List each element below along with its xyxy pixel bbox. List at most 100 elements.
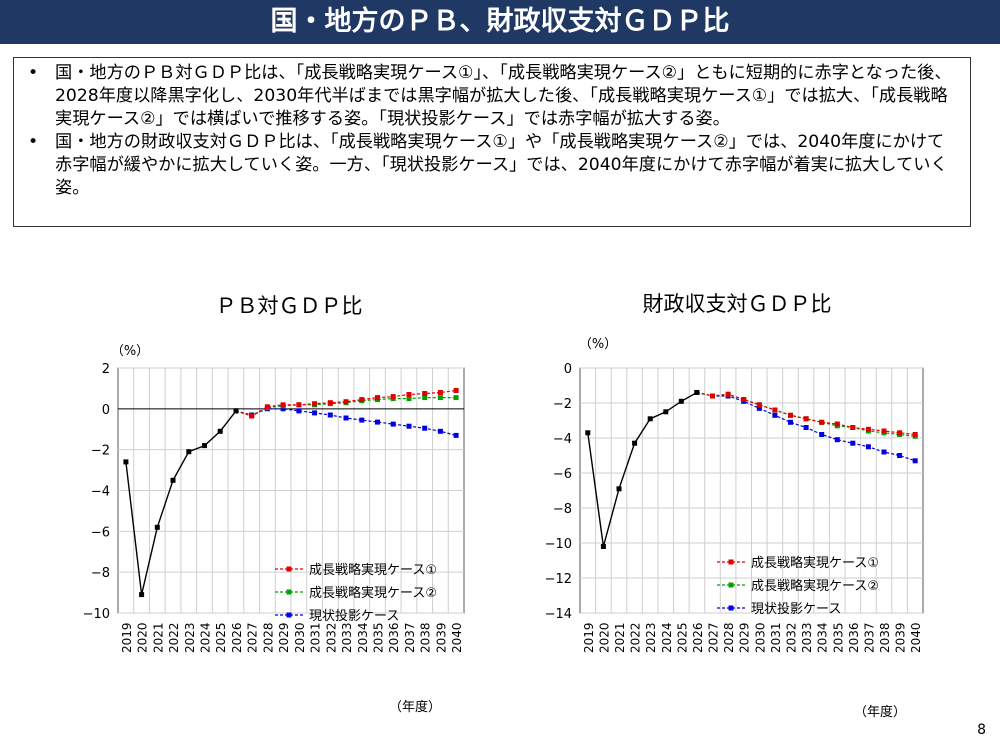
y-axis-label: （%） — [111, 344, 149, 359]
data-point — [881, 449, 887, 455]
x-tick-label: 2021 — [151, 622, 165, 653]
x-tick-label: 2031 — [309, 622, 323, 653]
x-tick-label: 2030 — [753, 622, 767, 653]
summary-item: • 国・地方の財政収支対ＧＤＰ比は、「成長戦略実現ケース①」や「成長戦略実現ケー… — [24, 131, 958, 200]
data-point — [850, 440, 856, 446]
data-point — [437, 395, 443, 401]
data-point — [343, 415, 349, 421]
data-point — [406, 396, 412, 402]
x-tick-label: 2032 — [784, 622, 798, 653]
data-point — [725, 391, 731, 397]
x-tick-label: 2025 — [675, 622, 689, 653]
legend-marker — [286, 566, 292, 572]
y-tick-label: −2 — [553, 397, 572, 412]
legend-marker — [286, 612, 292, 618]
x-tick-label: 2034 — [816, 622, 830, 653]
legend-label: 成長戦略実現ケース② — [751, 578, 879, 594]
data-point — [154, 524, 160, 530]
x-tick-label: 2022 — [629, 622, 643, 653]
data-point — [865, 426, 871, 432]
data-point — [406, 423, 412, 429]
x-tick-label: 2030 — [293, 622, 307, 653]
data-point — [453, 388, 459, 393]
data-point — [647, 416, 653, 422]
data-point — [803, 425, 809, 430]
data-point — [217, 428, 223, 434]
y-axis-label: （%） — [579, 337, 617, 352]
page-number: 8 — [977, 722, 986, 738]
data-point — [772, 412, 778, 418]
legend-label: 成長戦略実現ケース② — [309, 585, 437, 601]
x-tick-label: 2027 — [246, 622, 260, 653]
bullet-icon: • — [28, 63, 39, 83]
summary-item: • 国・地方のＰＢ対ＧＤＰ比は、「成長戦略実現ケース①」、「成長戦略実現ケース②… — [24, 62, 958, 131]
x-tick-label: 2021 — [613, 622, 627, 653]
legend-label: 現状投影ケース — [309, 608, 399, 624]
x-tick-label: 2022 — [167, 622, 181, 653]
x-tick-label: 2024 — [660, 622, 674, 653]
series-line-history — [587, 391, 698, 547]
data-point — [359, 397, 365, 403]
data-point — [788, 419, 793, 425]
x-tick-label: 2020 — [136, 622, 150, 653]
x-tick-label: 2040 — [450, 622, 464, 653]
data-point — [312, 401, 318, 407]
data-point — [834, 421, 840, 427]
data-point — [233, 408, 239, 414]
summary-text: 国・地方の財政収支対ＧＤＰ比は、「成長戦略実現ケース①」や「成長戦略実現ケース②… — [55, 132, 948, 198]
data-point — [186, 449, 192, 455]
data-point — [296, 408, 302, 414]
y-tick-label: −14 — [545, 607, 572, 622]
data-point — [865, 444, 871, 450]
legend-label: 成長戦略実現ケース① — [309, 562, 437, 578]
data-point — [756, 405, 762, 411]
data-point — [453, 432, 459, 438]
data-point — [375, 419, 380, 425]
chart-title-fiscal: 財政収支対ＧＤＰ比 — [642, 292, 832, 316]
y-tick-label: −8 — [91, 566, 110, 581]
data-point — [912, 458, 918, 464]
x-tick-label: 2033 — [800, 622, 814, 653]
data-point — [139, 592, 145, 598]
legend-label: 現状投影ケース — [751, 601, 841, 617]
data-point — [327, 412, 333, 418]
data-point — [632, 440, 638, 446]
data-point — [788, 412, 793, 418]
data-point — [912, 432, 918, 437]
summary-text: 国・地方のＰＢ対ＧＤＰ比は、「成長戦略実現ケース①」、「成長戦略実現ケース②」と… — [55, 63, 952, 129]
series-line — [696, 391, 916, 436]
x-tick-label: 2035 — [831, 622, 845, 653]
data-point — [359, 417, 365, 423]
x-tick-label: 2031 — [769, 622, 783, 653]
x-tick-label: 2037 — [403, 622, 417, 653]
data-point — [881, 428, 887, 434]
data-point — [437, 390, 443, 395]
y-tick-label: 0 — [564, 362, 572, 377]
legend-marker — [728, 582, 734, 588]
data-point — [710, 393, 715, 399]
x-tick-label: 2036 — [847, 622, 861, 653]
x-tick-label: 2034 — [356, 622, 370, 653]
y-tick-label: −12 — [545, 572, 572, 587]
y-tick-label: −4 — [553, 432, 572, 447]
legend-marker — [728, 605, 734, 611]
data-point — [756, 402, 762, 408]
data-point — [850, 425, 856, 430]
legend-marker — [728, 559, 734, 565]
x-tick-label: 2038 — [419, 622, 433, 653]
data-point — [585, 430, 591, 436]
data-point — [390, 421, 396, 427]
x-tick-label: 2039 — [434, 622, 448, 653]
x-tick-label: 2036 — [387, 622, 401, 653]
x-tick-label: 2019 — [120, 622, 134, 653]
x-tick-label: 2037 — [862, 622, 876, 653]
y-tick-label: −10 — [545, 537, 572, 552]
data-point — [834, 437, 840, 443]
legend-label: 成長戦略実現ケース① — [751, 555, 879, 571]
data-point — [453, 395, 459, 401]
x-axis-label: （年度） — [854, 704, 906, 720]
data-point — [406, 392, 412, 397]
x-tick-label: 2039 — [894, 622, 908, 653]
